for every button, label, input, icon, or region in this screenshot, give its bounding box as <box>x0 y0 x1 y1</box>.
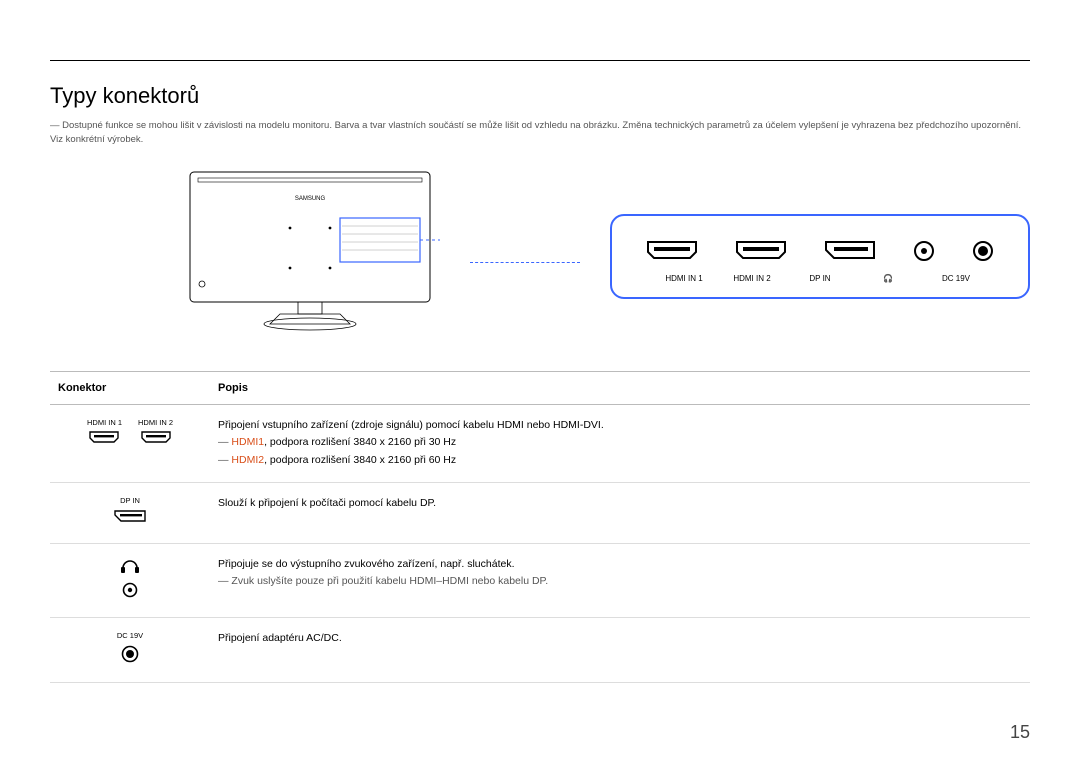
hdmi-icon <box>89 431 119 445</box>
table-row: Připojuje se do výstupního zvukového zař… <box>50 543 1030 618</box>
monitor-svg: SAMSUNG <box>180 164 440 344</box>
note-rest: , podpora rozlišení 3840 x 2160 při 30 H… <box>264 436 456 448</box>
page-number: 15 <box>1010 722 1030 743</box>
audio-jack-icon <box>122 582 138 598</box>
desc-main: Připojení vstupního zařízení (zdroje sig… <box>218 417 1022 435</box>
desc-main: Připojení adaptéru AC/DC. <box>218 630 1022 648</box>
connector-table: Konektor Popis HDMI IN 1 HDMI IN 2 <box>50 371 1030 683</box>
icon-label: DP IN <box>58 495 202 508</box>
note-rest: , podpora rozlišení 3840 x 2160 při 60 H… <box>264 454 456 466</box>
note-red: HDMI1 <box>231 436 264 448</box>
icon-label: HDMI IN 2 <box>138 417 173 430</box>
dc-icon <box>121 645 139 663</box>
connector-desc-cell: Připojení vstupního zařízení (zdroje sig… <box>210 404 1030 483</box>
port-label: HDMI IN 1 <box>650 274 718 283</box>
brand-text: SAMSUNG <box>295 196 326 202</box>
table-row: DC 19V Připojení adaptéru AC/DC. <box>50 618 1030 683</box>
monitor-rear-illustration: SAMSUNG <box>180 164 440 349</box>
table-header-konektor: Konektor <box>50 371 210 404</box>
desc-main: Slouží k připojení k počítači pomocí kab… <box>218 495 1022 513</box>
connector-desc-cell: Slouží k připojení k počítači pomocí kab… <box>210 483 1030 544</box>
port-label: DP IN <box>786 274 854 283</box>
connector-icon-cell: DC 19V <box>50 618 210 683</box>
ports-panel: HDMI IN 1 HDMI IN 2 DP IN 🎧 DC 19V <box>610 214 1030 299</box>
headphone-icon <box>119 556 141 576</box>
icon-label: HDMI IN 1 <box>87 417 122 430</box>
table-row: DP IN Slouží k připojení k počítači pomo… <box>50 483 1030 544</box>
hdmi-icon <box>141 431 171 445</box>
port-label: HDMI IN 2 <box>718 274 786 283</box>
connector-icon-cell <box>50 543 210 618</box>
figures-row: SAMSUNG <box>50 164 1030 349</box>
connector-desc-cell: Připojuje se do výstupního zvukového zař… <box>210 543 1030 618</box>
dc-jack-icon <box>972 240 994 262</box>
table-header-popis: Popis <box>210 371 1030 404</box>
table-row: HDMI IN 1 HDMI IN 2 Připojení vstupního … <box>50 404 1030 483</box>
port-labels-row: HDMI IN 1 HDMI IN 2 DP IN 🎧 DC 19V <box>640 274 1000 283</box>
hdmi-port-icon <box>646 240 698 262</box>
port-label: 🎧 <box>854 274 922 283</box>
page-title: Typy konektorů <box>50 83 1030 109</box>
desc-main: Připojuje se do výstupního zvukového zař… <box>218 556 1022 574</box>
connector-icon-cell: DP IN <box>50 483 210 544</box>
connector-icon-cell: HDMI IN 1 HDMI IN 2 <box>50 404 210 483</box>
note-gray-text: Zvuk uslyšíte pouze při použití kabelu H… <box>231 575 548 587</box>
hdmi-port-icon <box>735 240 787 262</box>
connector-desc-cell: Připojení adaptéru AC/DC. <box>210 618 1030 683</box>
top-rule <box>50 60 1030 61</box>
dp-port-icon <box>824 240 876 262</box>
note-red: HDMI2 <box>231 454 264 466</box>
disclaimer-text: Dostupné funkce se mohou lišit v závislo… <box>50 119 1030 148</box>
dp-icon <box>114 510 146 524</box>
dashed-connector <box>470 262 580 263</box>
audio-jack-icon <box>913 240 935 262</box>
port-label: DC 19V <box>922 274 990 283</box>
icon-label: DC 19V <box>58 630 202 643</box>
ports-row <box>640 240 1000 262</box>
